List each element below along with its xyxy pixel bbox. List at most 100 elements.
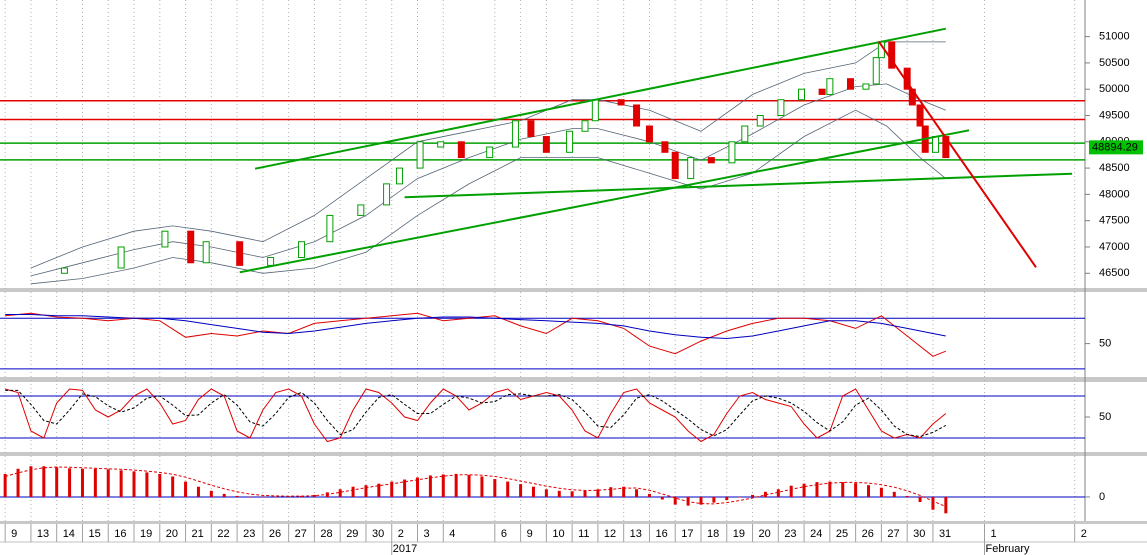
series-line: [5, 388, 947, 443]
histogram-bar: [892, 491, 896, 497]
histogram-bar: [531, 486, 535, 497]
histogram-bar: [712, 496, 716, 503]
histogram-bar: [480, 476, 484, 497]
candle: [161, 230, 169, 248]
candle: [395, 167, 403, 185]
histogram-bar: [29, 466, 33, 497]
x-tick-label: 2: [398, 528, 404, 540]
pane-separator: [0, 288, 1147, 292]
x-tick-label: 1: [990, 528, 996, 540]
candle: [661, 141, 669, 153]
y-tick-label: 47000: [1099, 241, 1130, 253]
band-line: [30, 83, 946, 277]
histogram-bar: [80, 468, 84, 497]
candle: [60, 267, 68, 274]
candle: [357, 204, 365, 216]
x-tick-label: 19: [140, 528, 152, 540]
candle: [756, 114, 764, 127]
histogram-bar: [454, 473, 458, 497]
trend-line: [239, 129, 970, 274]
y-tick-label: 50000: [1099, 83, 1130, 95]
candle: [511, 120, 519, 148]
histogram-bar: [235, 495, 239, 497]
y-tick-label: 50500: [1099, 57, 1130, 69]
histogram-bar: [944, 496, 948, 514]
histogram-bar: [802, 483, 806, 497]
trend-line: [877, 41, 1037, 268]
y-tick-label: 46500: [1099, 267, 1130, 279]
candle: [617, 99, 625, 106]
x-tick-label: 17: [681, 528, 693, 540]
histogram-bar: [918, 496, 922, 503]
candle: [798, 88, 806, 101]
y-tick-label: 49500: [1099, 109, 1130, 121]
histogram-bar: [931, 496, 935, 510]
candle: [872, 57, 880, 85]
x-tick-label: 11: [578, 528, 589, 540]
candle: [581, 120, 589, 132]
histogram-bar: [364, 485, 368, 497]
histogram-bar: [738, 496, 742, 498]
histogram-bar: [725, 496, 729, 501]
x-tick-label: 31: [939, 528, 951, 540]
histogram-bar: [493, 479, 497, 497]
candle: [542, 136, 550, 153]
histogram-bar: [196, 486, 200, 497]
histogram-bar: [506, 481, 510, 497]
candle: [202, 241, 210, 264]
candle: [916, 104, 924, 127]
histogram-bar: [261, 496, 265, 497]
band-line: [30, 109, 947, 285]
x-tick-label: 27: [295, 528, 307, 540]
candle: [846, 78, 854, 90]
histogram-bar: [55, 467, 59, 497]
x-tick-label: 3: [424, 528, 430, 540]
candle: [818, 88, 826, 95]
x-annotation: February: [985, 543, 1030, 555]
candle: [826, 78, 834, 95]
histogram-bar: [132, 471, 136, 497]
histogram-bar: [428, 475, 432, 497]
candle: [633, 104, 641, 127]
candle: [383, 183, 391, 206]
histogram-bar: [145, 472, 149, 497]
histogram-bar: [583, 490, 587, 497]
histogram-bar: [42, 466, 46, 497]
trend-line: [404, 172, 1073, 199]
x-tick-label: 23: [243, 528, 255, 540]
x-tick-label: 9: [11, 528, 17, 540]
x-tick-label: 26: [862, 528, 874, 540]
x-tick-label: 22: [217, 528, 229, 540]
histogram-bar: [222, 493, 226, 497]
pane-separator: [0, 377, 1147, 382]
y-tick-label: 50: [1099, 411, 1111, 423]
histogram-bar: [3, 473, 7, 497]
y-tick-label: 48000: [1099, 188, 1130, 200]
histogram-bar: [544, 489, 548, 497]
pane: [0, 312, 1085, 370]
candle: [707, 157, 715, 164]
series-line: [5, 312, 946, 357]
x-tick-label: 30: [913, 528, 925, 540]
histogram-bar: [776, 489, 780, 497]
x-tick-label: 10: [552, 528, 564, 540]
histogram-bar: [467, 474, 471, 497]
candle: [741, 125, 749, 143]
candle: [728, 141, 736, 164]
histogram-bar: [854, 483, 858, 497]
histogram-bar: [416, 477, 420, 497]
x-tick-label: 13: [37, 528, 49, 540]
x-tick-label: 23: [784, 528, 796, 540]
candle: [457, 141, 465, 159]
x-tick-label: 24: [810, 528, 822, 540]
histogram-bar: [16, 468, 20, 497]
x-tick-label: 28: [320, 528, 332, 540]
histogram-bar: [274, 496, 278, 497]
histogram-bar: [312, 494, 316, 497]
candle: [591, 99, 599, 122]
histogram-bar: [209, 490, 213, 497]
pane-separator: [0, 521, 1147, 524]
candle: [862, 83, 870, 90]
